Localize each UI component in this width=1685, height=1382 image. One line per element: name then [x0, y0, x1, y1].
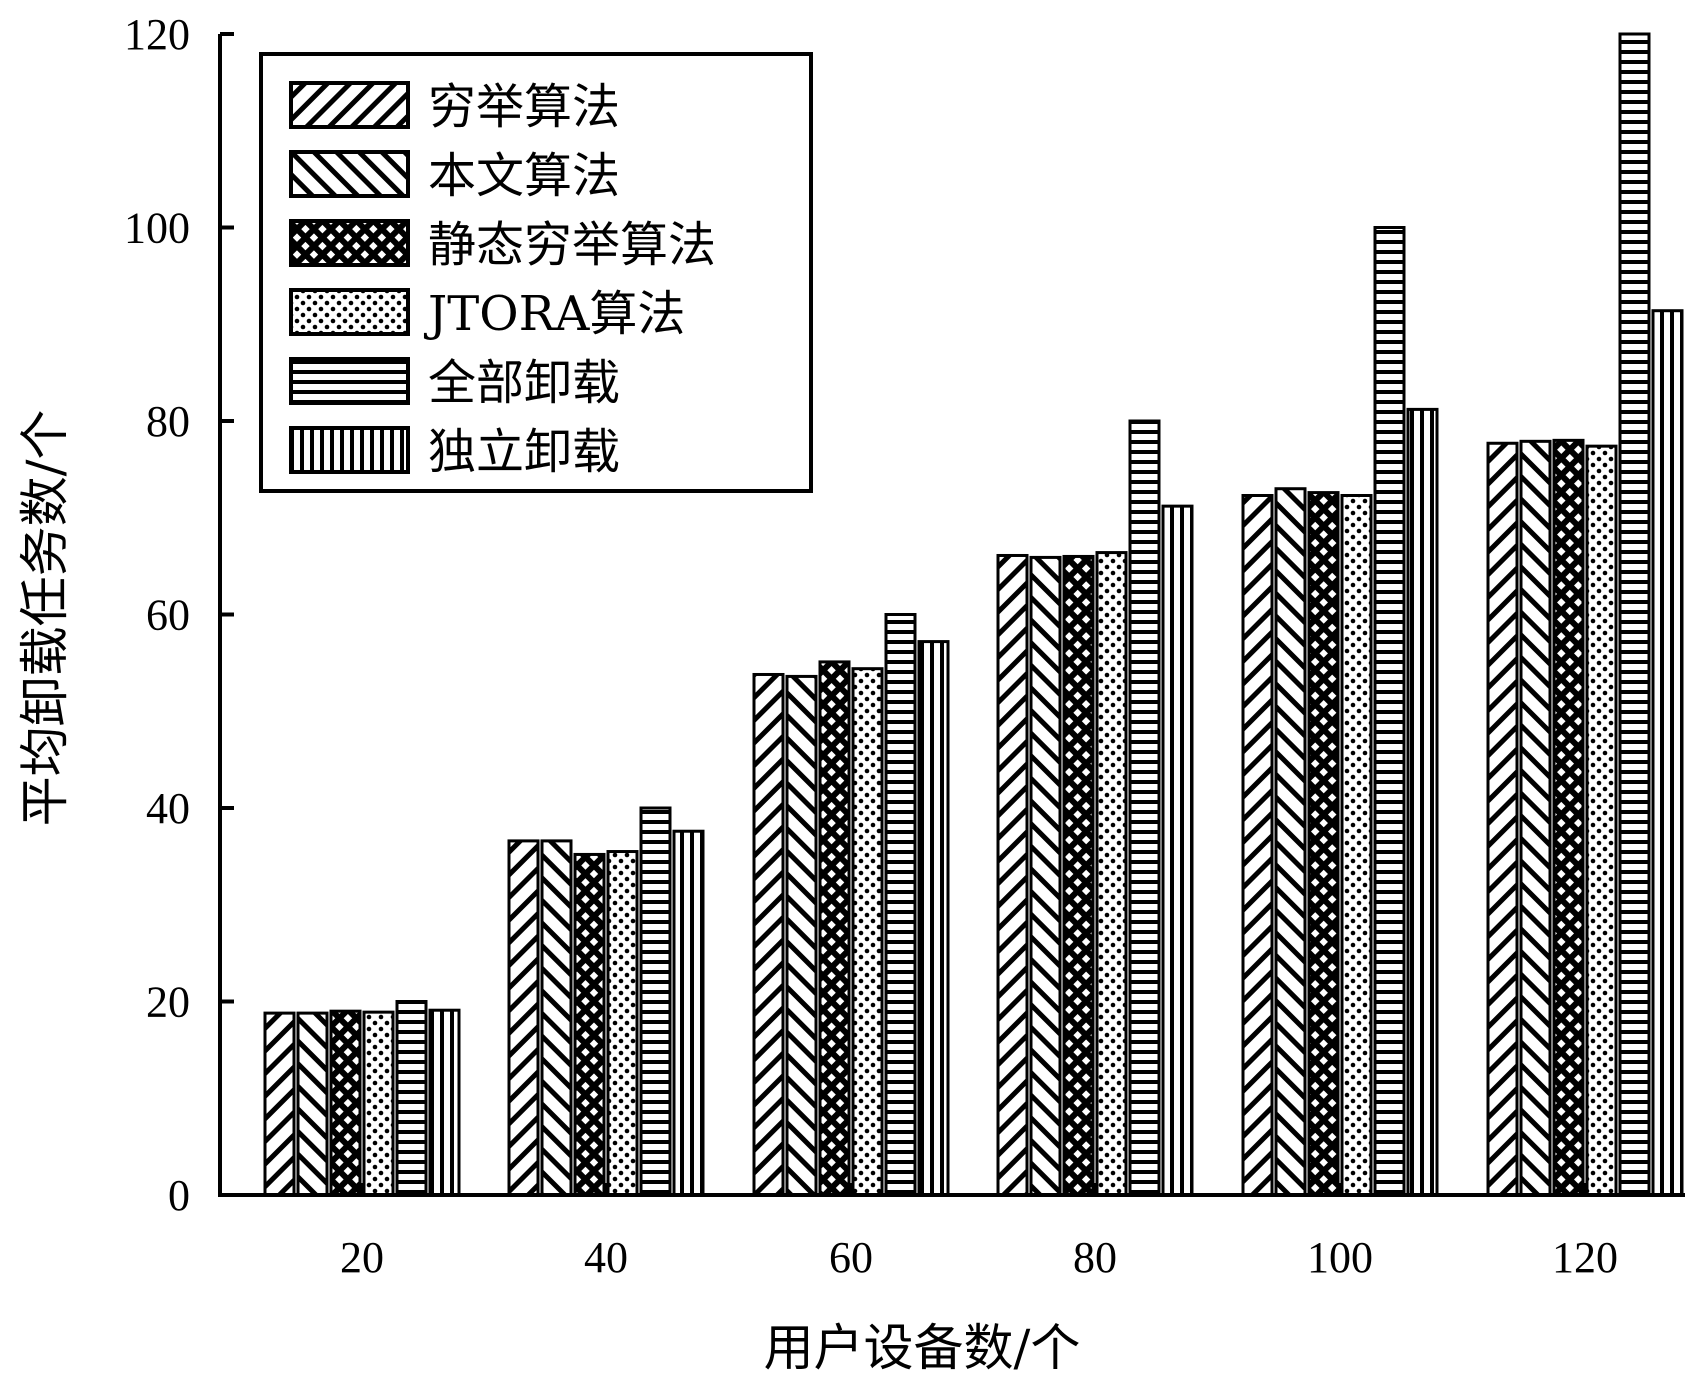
x-axis-title: 用户设备数/个 — [764, 1319, 1081, 1377]
bar — [1062, 554, 1095, 1197]
bar — [1307, 491, 1340, 1197]
x-tick-label: 120 — [1552, 1233, 1618, 1282]
legend-swatch — [289, 81, 410, 129]
bar — [1519, 439, 1552, 1197]
bar — [851, 667, 884, 1197]
bar — [1029, 555, 1062, 1197]
bar — [672, 829, 705, 1197]
bar — [1161, 504, 1194, 1197]
bar — [996, 553, 1029, 1197]
y-axis-ticks: 0 20 40 60 80 100 120 — [124, 10, 234, 1220]
legend-swatch — [289, 426, 410, 474]
legend-swatch — [289, 288, 410, 336]
x-tick-label: 20 — [340, 1233, 384, 1282]
bar — [1552, 438, 1585, 1197]
bar — [1340, 493, 1373, 1197]
y-axis-title: 平均卸载任务数/个 — [16, 410, 74, 827]
bar — [752, 672, 785, 1197]
bar — [573, 852, 606, 1197]
bar — [1406, 407, 1439, 1197]
bar — [606, 850, 639, 1197]
y-tick-label: 100 — [124, 204, 190, 253]
bar — [639, 806, 672, 1197]
bar — [329, 1009, 362, 1197]
bar — [540, 839, 573, 1197]
bar — [917, 640, 950, 1197]
x-tick-label: 80 — [1073, 1233, 1117, 1282]
bar — [1651, 309, 1684, 1197]
legend-swatch — [289, 150, 410, 198]
bar — [1585, 444, 1618, 1197]
bar — [362, 1010, 395, 1197]
y-tick-label: 40 — [146, 784, 190, 833]
y-tick-label: 0 — [168, 1171, 190, 1220]
bars-layer — [263, 32, 1684, 1197]
bar — [1128, 419, 1161, 1197]
bar — [395, 1000, 428, 1197]
bar — [785, 674, 818, 1197]
legend-label: 本文算法 — [428, 148, 620, 204]
y-tick-label: 20 — [146, 978, 190, 1027]
bar — [884, 613, 917, 1197]
legend-swatch — [289, 219, 410, 267]
x-axis-ticks: 20 40 60 80 100 120 — [340, 1183, 1618, 1282]
bar — [1618, 32, 1651, 1197]
bar — [818, 660, 851, 1197]
legend-label: JTORA算法 — [423, 286, 685, 342]
legend-label: 静态穷举算法 — [428, 217, 716, 273]
bar — [1241, 493, 1274, 1197]
y-tick-label: 120 — [124, 10, 190, 59]
bar — [1373, 226, 1406, 1197]
bar — [1095, 551, 1128, 1197]
legend-label: 穷举算法 — [428, 79, 620, 135]
bar — [507, 839, 540, 1197]
x-tick-label: 100 — [1307, 1233, 1373, 1282]
x-tick-label: 60 — [829, 1233, 873, 1282]
y-tick-label: 80 — [146, 397, 190, 446]
y-tick-label: 60 — [146, 591, 190, 640]
x-tick-label: 40 — [584, 1233, 628, 1282]
legend-swatch — [289, 357, 410, 405]
legend-label: 独立卸载 — [428, 424, 620, 480]
bar — [263, 1011, 296, 1197]
bar — [296, 1011, 329, 1197]
bar — [428, 1008, 461, 1197]
bar — [1486, 441, 1519, 1197]
bar — [1274, 487, 1307, 1197]
legend-label: 全部卸载 — [428, 355, 620, 411]
